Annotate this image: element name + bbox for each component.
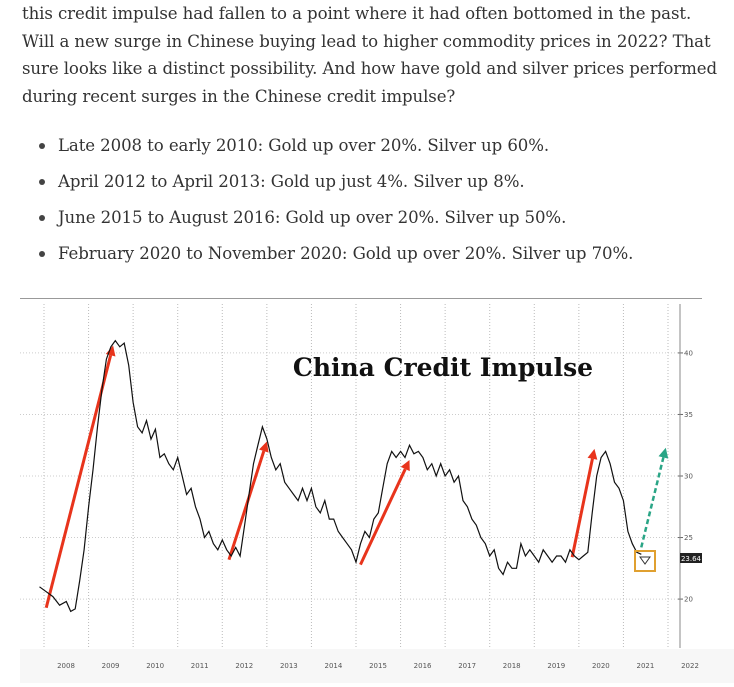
x-tick-label: 2021 [637,662,655,670]
y-tick-label: 35 [684,411,693,419]
y-tick-label: 25 [684,534,693,542]
last-value-label: 23.64 [681,555,702,563]
bottom-highlight-box [634,550,656,572]
arrow-head-icon [259,441,269,453]
x-tick-label: 2008 [57,662,75,670]
y-tick-label: 40 [684,349,693,357]
y-tick-label: 20 [684,596,693,604]
x-tick-label: 2016 [414,662,432,670]
y-tick-label: 30 [684,473,693,481]
bottom-marker [639,556,651,565]
surge-arrow [570,458,594,558]
x-tick-label: 2010 [146,662,164,670]
bullet-item-3: June 2015 to August 2016: Gold up over 2… [36,200,633,236]
arrow-head-icon [658,447,669,459]
x-tick-label: 2014 [325,662,343,670]
last-value-badge: 23.64 [680,553,702,563]
x-tick-label: 2017 [458,662,476,670]
surge-arrow [44,354,113,609]
surge-arrow [227,450,266,561]
x-tick-label: 2022 [681,662,699,670]
arrow-head-icon [587,448,598,460]
x-tick-label: 2011 [191,662,209,670]
article-paragraph: this credit impulse had fallen to a poin… [22,4,718,106]
surge-arrow [359,468,407,566]
chart-image: 20 25 30 35 40 China Credit Impulse 23.64 20… [20,296,734,683]
x-tick-label: 2013 [280,662,298,670]
bullet-item-4: February 2020 to November 2020: Gold up … [36,236,633,272]
x-tick-label: 2020 [592,662,610,670]
x-tick-label: 2009 [102,662,120,670]
x-tick-label: 2019 [547,662,565,670]
arrow-head-icon [400,460,410,472]
chart-title: China Credit Impulse [293,353,593,382]
x-tick-label: 2015 [369,662,387,670]
x-tick-label: 2012 [235,662,253,670]
bullet-item-1: Late 2008 to early 2010: Gold up over 20… [36,128,633,164]
bullet-list: Late 2008 to early 2010: Gold up over 20… [36,128,633,272]
credit-impulse-chart: 20 25 30 35 40 China Credit Impulse 23.64 20… [20,296,734,683]
bullet-item-2: April 2012 to April 2013: Gold up just 4… [36,164,633,200]
credit-impulse-line [39,339,642,613]
x-tick-label: 2018 [503,662,521,670]
